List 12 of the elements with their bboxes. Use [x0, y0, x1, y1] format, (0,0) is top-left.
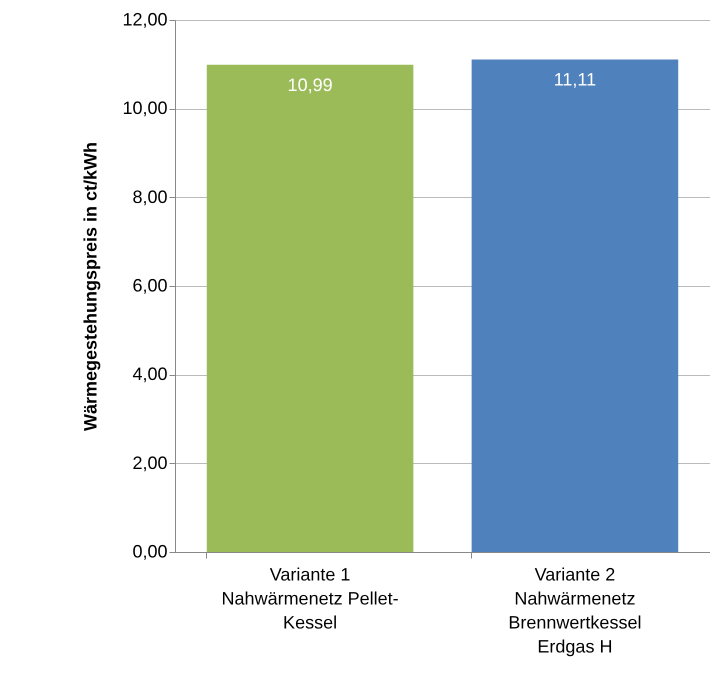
y-tick-label: 10,00: [122, 98, 168, 118]
x-tick-label: Variante 2 Nahwärmenetz Brennwertkessel Erdgas H: [508, 564, 642, 656]
x-tick-label: Variante 1 Nahwärmenetz Pellet- Kessel: [222, 564, 399, 632]
y-axis-title: Wärmegestehungspreis in ct/kWh: [80, 142, 100, 432]
y-tick-label: 2,00: [132, 452, 168, 473]
y-tick-label: 0,00: [132, 542, 168, 562]
y-tick-label: 12,00: [122, 10, 168, 30]
y-tick-label: 4,00: [132, 364, 168, 384]
data-label: 11,11: [554, 69, 596, 90]
data-label: 10,99: [288, 74, 333, 95]
y-tick-label: 8,00: [132, 186, 168, 207]
y-tick-label: 6,00: [132, 276, 168, 296]
